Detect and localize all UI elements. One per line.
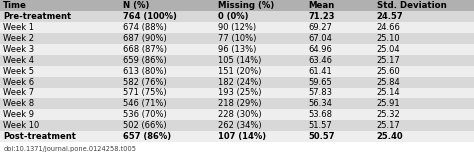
Text: 90 (12%): 90 (12%) [218, 23, 256, 32]
Bar [0, 0, 474, 11]
Text: 571 (75%): 571 (75%) [123, 88, 167, 97]
Text: 25.04: 25.04 [377, 45, 401, 54]
Text: 25.40: 25.40 [377, 132, 403, 141]
Text: Std. Deviation: Std. Deviation [377, 1, 447, 10]
Text: Week 4: Week 4 [3, 56, 34, 65]
Text: 67.04: 67.04 [308, 34, 332, 43]
Text: 582 (76%): 582 (76%) [123, 78, 167, 87]
Text: Mean: Mean [308, 1, 334, 10]
Text: Week 1: Week 1 [3, 23, 34, 32]
Text: 25.84: 25.84 [377, 78, 401, 87]
Text: 59.65: 59.65 [308, 78, 332, 87]
Text: 64.96: 64.96 [308, 45, 332, 54]
Text: 25.32: 25.32 [377, 110, 401, 119]
Text: 77 (10%): 77 (10%) [218, 34, 256, 43]
Bar [0, 77, 474, 88]
Text: 546 (71%): 546 (71%) [123, 99, 167, 108]
Bar [0, 55, 474, 66]
Text: 61.41: 61.41 [308, 67, 332, 76]
Text: Week 8: Week 8 [3, 99, 35, 108]
Text: 613 (80%): 613 (80%) [123, 67, 167, 76]
Text: 0 (0%): 0 (0%) [218, 12, 248, 21]
Text: 56.34: 56.34 [308, 99, 332, 108]
Bar [0, 44, 474, 55]
Bar [0, 120, 474, 131]
Text: 262 (34%): 262 (34%) [218, 121, 262, 130]
Text: 69.27: 69.27 [308, 23, 332, 32]
Bar [0, 98, 474, 109]
Text: Week 2: Week 2 [3, 34, 34, 43]
Bar [0, 109, 474, 120]
Text: Week 10: Week 10 [3, 121, 39, 130]
Text: Time: Time [3, 1, 27, 10]
Text: 657 (86%): 657 (86%) [123, 132, 172, 141]
Text: 71.23: 71.23 [308, 12, 335, 21]
Text: 25.17: 25.17 [377, 56, 401, 65]
Text: 218 (29%): 218 (29%) [218, 99, 262, 108]
Text: 96 (13%): 96 (13%) [218, 45, 256, 54]
Text: 50.57: 50.57 [308, 132, 335, 141]
Text: 24.57: 24.57 [377, 12, 403, 21]
Bar [0, 88, 474, 98]
Text: 25.60: 25.60 [377, 67, 401, 76]
Bar [0, 11, 474, 22]
Bar [0, 22, 474, 33]
Text: 25.10: 25.10 [377, 34, 401, 43]
Text: Week 7: Week 7 [3, 88, 35, 97]
Text: 668 (87%): 668 (87%) [123, 45, 167, 54]
Text: 25.14: 25.14 [377, 88, 401, 97]
Text: 57.83: 57.83 [308, 88, 332, 97]
Text: 659 (86%): 659 (86%) [123, 56, 167, 65]
Text: 107 (14%): 107 (14%) [218, 132, 266, 141]
Text: 764 (100%): 764 (100%) [123, 12, 177, 21]
Text: Post-treatment: Post-treatment [3, 132, 76, 141]
Text: Week 3: Week 3 [3, 45, 35, 54]
Text: 51.57: 51.57 [308, 121, 332, 130]
Text: 502 (66%): 502 (66%) [123, 121, 167, 130]
Text: 53.68: 53.68 [308, 110, 332, 119]
Text: 63.46: 63.46 [308, 56, 332, 65]
Text: 24.66: 24.66 [377, 23, 401, 32]
Text: 674 (88%): 674 (88%) [123, 23, 167, 32]
Text: Week 9: Week 9 [3, 110, 34, 119]
Text: N (%): N (%) [123, 1, 150, 10]
Text: Week 5: Week 5 [3, 67, 34, 76]
Text: 151 (20%): 151 (20%) [218, 67, 262, 76]
Bar [0, 33, 474, 44]
Text: doi:10.1371/journal.pone.0124258.t005: doi:10.1371/journal.pone.0124258.t005 [3, 146, 137, 152]
Text: Pre-treatment: Pre-treatment [3, 12, 72, 21]
Text: Week 6: Week 6 [3, 78, 35, 87]
Text: 228 (30%): 228 (30%) [218, 110, 262, 119]
Text: 687 (90%): 687 (90%) [123, 34, 167, 43]
Text: 193 (25%): 193 (25%) [218, 88, 262, 97]
Text: Missing (%): Missing (%) [218, 1, 274, 10]
Text: 25.17: 25.17 [377, 121, 401, 130]
Bar [0, 131, 474, 142]
Text: 182 (24%): 182 (24%) [218, 78, 262, 87]
Text: 105 (14%): 105 (14%) [218, 56, 262, 65]
Text: 536 (70%): 536 (70%) [123, 110, 167, 119]
Text: 25.91: 25.91 [377, 99, 401, 108]
Bar [0, 66, 474, 77]
